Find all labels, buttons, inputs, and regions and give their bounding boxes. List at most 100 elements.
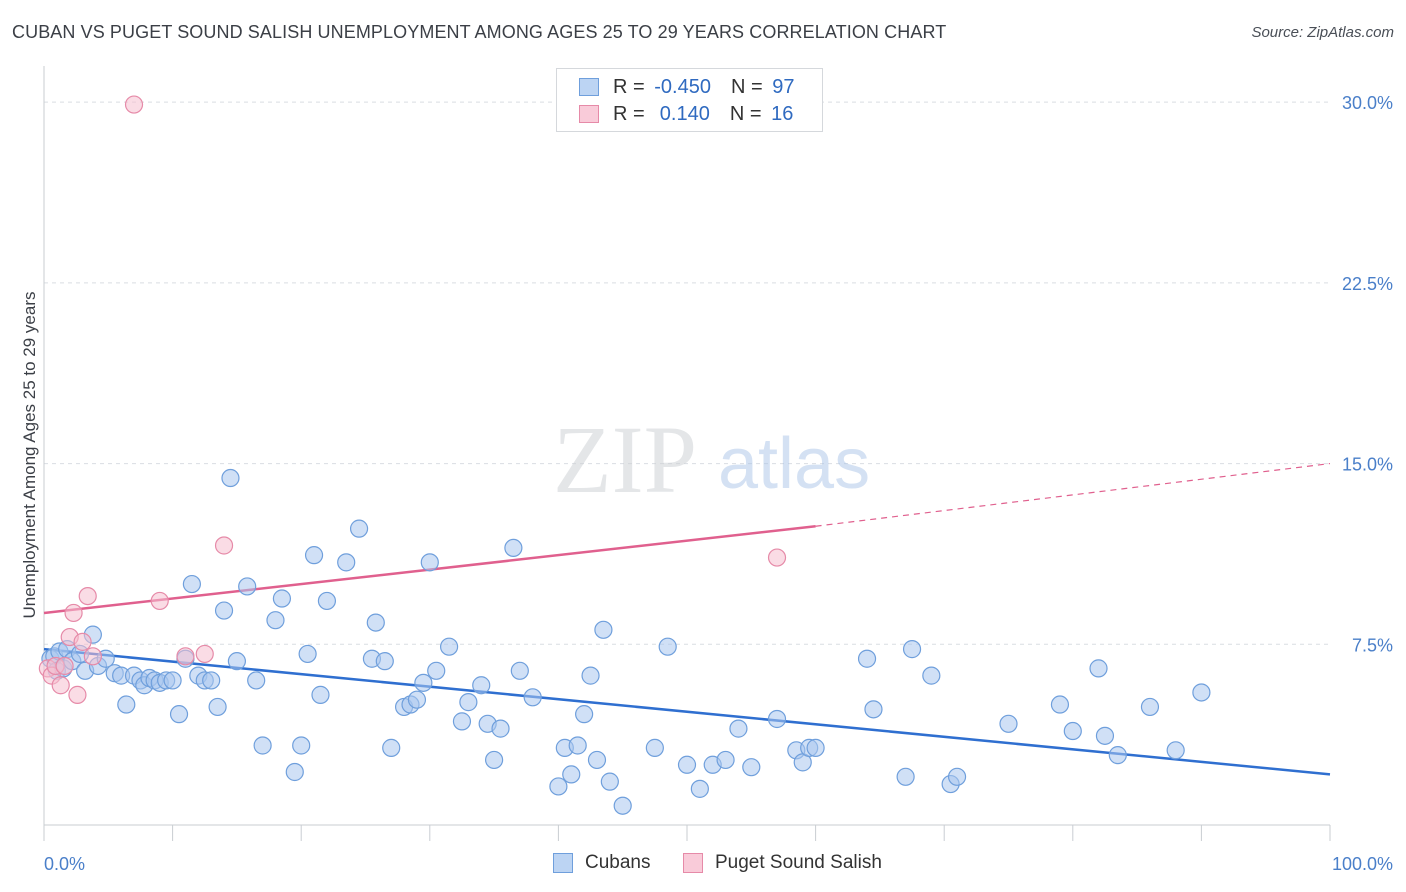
point-cubans bbox=[600, 772, 619, 791]
point-cubans bbox=[922, 666, 941, 685]
point-cubans bbox=[472, 676, 491, 695]
point-salish bbox=[176, 647, 195, 666]
point-cubans bbox=[311, 685, 330, 704]
point-cubans bbox=[420, 553, 439, 572]
legend-item-salish[interactable]: Puget Sound Salish bbox=[683, 852, 882, 874]
cubans-swatch-icon bbox=[553, 853, 573, 873]
point-cubans bbox=[382, 738, 401, 757]
point-cubans bbox=[806, 738, 825, 757]
point-cubans bbox=[864, 700, 883, 719]
point-cubans bbox=[337, 553, 356, 572]
point-cubans bbox=[767, 709, 787, 729]
point-salish bbox=[73, 632, 92, 651]
point-cubans bbox=[549, 777, 568, 796]
data-points bbox=[38, 95, 1211, 815]
point-salish bbox=[55, 656, 74, 676]
point-cubans bbox=[208, 697, 227, 717]
point-cubans bbox=[117, 695, 136, 714]
point-cubans bbox=[238, 577, 257, 596]
legend-r-value: -0.450 bbox=[654, 75, 711, 98]
point-cubans bbox=[214, 601, 234, 620]
point-salish bbox=[767, 548, 787, 567]
point-cubans bbox=[272, 589, 292, 608]
point-cubans bbox=[523, 688, 542, 707]
legend-row-salish: R = 0.140 N = 16 bbox=[579, 102, 793, 126]
point-cubans bbox=[690, 779, 709, 798]
point-cubans bbox=[407, 690, 427, 709]
legend-label-salish: Puget Sound Salish bbox=[715, 852, 882, 873]
legend-r-label: R = bbox=[613, 102, 651, 125]
point-cubans bbox=[427, 661, 446, 680]
point-cubans bbox=[716, 750, 735, 770]
point-cubans bbox=[594, 620, 613, 639]
point-cubans bbox=[253, 736, 272, 755]
point-cubans bbox=[999, 714, 1018, 733]
point-cubans bbox=[742, 758, 761, 777]
point-cubans bbox=[202, 671, 221, 690]
point-cubans bbox=[902, 640, 922, 659]
point-salish bbox=[214, 536, 234, 555]
point-cubans bbox=[292, 736, 311, 755]
series-legend: Cubans Puget Sound Salish bbox=[0, 852, 1406, 876]
salish-swatch-icon bbox=[683, 853, 703, 873]
point-salish bbox=[124, 95, 144, 114]
axes bbox=[43, 66, 1331, 841]
point-cubans bbox=[227, 652, 246, 671]
watermark: ZIP atlas bbox=[553, 406, 870, 513]
salish-swatch-icon bbox=[579, 105, 599, 123]
point-cubans bbox=[677, 755, 697, 774]
point-cubans bbox=[1063, 721, 1082, 741]
point-cubans bbox=[575, 705, 594, 724]
point-salish bbox=[51, 676, 70, 695]
point-cubans bbox=[1108, 746, 1127, 765]
point-cubans bbox=[317, 591, 337, 611]
point-cubans bbox=[729, 719, 748, 738]
point-cubans bbox=[439, 637, 459, 656]
point-cubans bbox=[459, 693, 478, 712]
point-cubans bbox=[896, 767, 915, 786]
point-cubans bbox=[485, 750, 504, 770]
point-cubans bbox=[613, 796, 632, 815]
point-cubans bbox=[375, 652, 394, 671]
point-cubans bbox=[947, 767, 967, 786]
trend-extension-salish bbox=[815, 462, 1331, 527]
point-cubans bbox=[182, 574, 201, 594]
point-cubans bbox=[491, 719, 510, 738]
point-cubans bbox=[568, 736, 587, 755]
point-cubans bbox=[857, 649, 877, 668]
point-cubans bbox=[1166, 741, 1185, 760]
correlation-legend: R = -0.450 N = 97 R = 0.140 N = 16 bbox=[556, 68, 823, 132]
point-cubans bbox=[504, 538, 523, 558]
point-cubans bbox=[452, 712, 472, 731]
tick-labels: 7.5% 15.0% 22.5% 30.0% 0.0% 100.0% bbox=[44, 93, 1393, 874]
legend-label-cubans: Cubans bbox=[585, 852, 651, 873]
point-cubans bbox=[581, 666, 600, 685]
watermark-atlas: atlas bbox=[718, 424, 870, 504]
point-cubans bbox=[510, 661, 529, 680]
point-salish bbox=[78, 586, 97, 606]
point-cubans bbox=[1192, 683, 1211, 702]
point-salish bbox=[195, 644, 214, 664]
watermark-zip: ZIP bbox=[553, 406, 697, 513]
point-cubans bbox=[658, 637, 677, 656]
point-cubans bbox=[1140, 697, 1160, 717]
point-salish bbox=[150, 591, 169, 611]
legend-n-value: 97 bbox=[772, 75, 795, 98]
cubans-swatch-icon bbox=[579, 78, 599, 96]
point-cubans bbox=[304, 546, 324, 565]
legend-r-value: 0.140 bbox=[654, 102, 710, 125]
point-cubans bbox=[298, 644, 317, 664]
legend-n-label: N = bbox=[730, 75, 769, 98]
legend-item-cubans[interactable]: Cubans bbox=[553, 852, 651, 874]
point-salish bbox=[64, 603, 83, 623]
point-salish bbox=[83, 647, 102, 666]
y-tick-label: 7.5% bbox=[1352, 635, 1393, 655]
point-cubans bbox=[562, 765, 581, 784]
point-cubans bbox=[1089, 659, 1108, 678]
point-cubans bbox=[247, 671, 266, 690]
legend-n-label: N = bbox=[729, 102, 768, 125]
point-salish bbox=[68, 685, 87, 704]
source-credit: Source: ZipAtlas.com bbox=[1251, 24, 1394, 41]
y-tick-label: 15.0% bbox=[1342, 455, 1393, 475]
